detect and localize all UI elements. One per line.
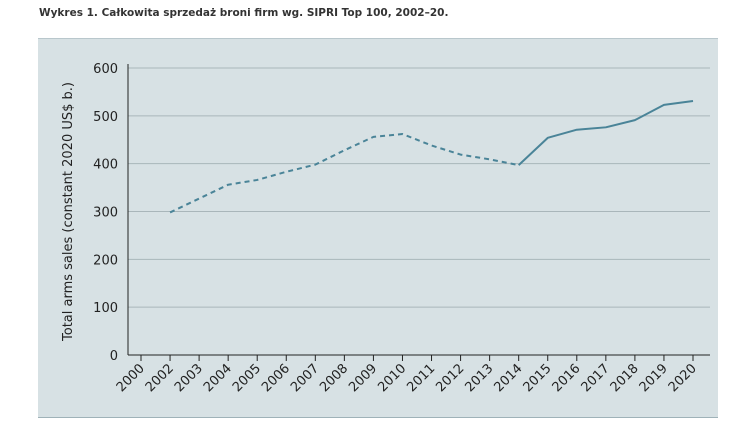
- x-tick-label: 2020: [666, 361, 700, 395]
- x-tick-label: 2007: [288, 361, 322, 395]
- x-tick-label: 2017: [579, 361, 613, 395]
- x-tick-label: 2003: [172, 361, 206, 395]
- y-tick-label: 600: [93, 62, 118, 77]
- chart-title: Wykres 1. Całkowita sprzedaż broni firm …: [39, 7, 449, 19]
- x-tick-label: 2008: [317, 361, 351, 395]
- x-tick-label: 2005: [230, 361, 264, 395]
- x-tick-label: 2014: [492, 361, 526, 395]
- x-tick-label: 2002: [143, 361, 177, 395]
- x-tick-label: 2006: [259, 361, 293, 395]
- x-tick-label: 2010: [375, 361, 409, 395]
- x-tick-label: 2004: [201, 361, 235, 395]
- series-line-solid: [517, 100, 694, 166]
- series-line-dashed: [169, 133, 519, 214]
- x-tick-label: 2015: [521, 361, 555, 395]
- x-tick-label: 2012: [433, 361, 467, 395]
- x-tick-label: 2013: [462, 361, 496, 395]
- y-tick-label: 400: [93, 158, 118, 173]
- x-tick-label: 2019: [637, 361, 671, 395]
- y-tick-label: 500: [93, 110, 118, 125]
- y-tick-label: 200: [93, 253, 118, 268]
- y-tick-label: 300: [93, 206, 118, 221]
- x-tick-label: 2016: [550, 361, 584, 395]
- y-tick-label: 100: [93, 301, 118, 316]
- x-tick-label: 2011: [404, 361, 438, 395]
- y-axis-label: Total arms sales (constant 2020 US$ b.): [61, 82, 76, 342]
- x-tick-label: 2018: [608, 361, 642, 395]
- x-tick-label: 2000: [114, 361, 148, 395]
- x-tick-label: 2009: [346, 361, 380, 395]
- y-tick-label: 0: [110, 349, 118, 364]
